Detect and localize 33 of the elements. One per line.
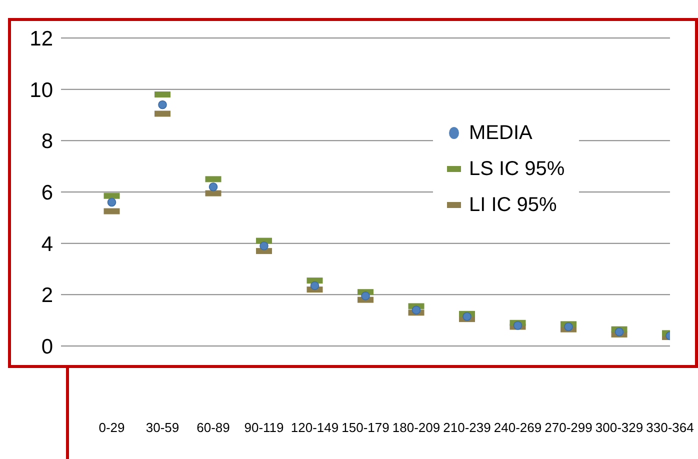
point bbox=[361, 292, 370, 300]
y-tick-label: 2 bbox=[41, 284, 53, 308]
x-tick-label: 30-59 bbox=[146, 420, 180, 435]
x-tick-label: 180-209 bbox=[392, 420, 440, 435]
point bbox=[412, 306, 421, 314]
x-tick-label: 60-89 bbox=[196, 420, 230, 435]
point bbox=[260, 242, 268, 250]
x-tick-label: 270-299 bbox=[544, 420, 592, 435]
legend-label: LI IC 95% bbox=[469, 193, 557, 218]
point bbox=[462, 312, 472, 321]
y-tick-label: 10 bbox=[30, 78, 53, 102]
y-tick-label: 8 bbox=[41, 130, 53, 154]
legend-label: MEDIA bbox=[469, 121, 532, 146]
point bbox=[310, 281, 320, 290]
point bbox=[208, 182, 218, 192]
x-tick-label: 300-329 bbox=[595, 420, 644, 435]
point bbox=[513, 321, 522, 330]
point bbox=[107, 198, 116, 207]
y-tick-label: 0 bbox=[41, 335, 53, 358]
x-tick-label: 0-29 bbox=[98, 420, 125, 435]
y-tick-label: 12 bbox=[30, 27, 53, 50]
y-tick-label: 6 bbox=[41, 181, 53, 204]
x-tick-label: 210-239 bbox=[443, 420, 491, 435]
point bbox=[614, 327, 624, 336]
point bbox=[158, 100, 167, 110]
x-tick-label: 330-364 bbox=[646, 420, 694, 435]
x-tick-label: 120-149 bbox=[290, 420, 339, 435]
x-tick-label: 240-269 bbox=[494, 420, 542, 435]
x-tick-label: 150-179 bbox=[342, 420, 390, 435]
x-tick-label: 90-119 bbox=[244, 420, 284, 435]
y-tick-label: 4 bbox=[41, 232, 54, 256]
point bbox=[564, 322, 573, 332]
legend-label: LS IC 95% bbox=[469, 157, 565, 182]
